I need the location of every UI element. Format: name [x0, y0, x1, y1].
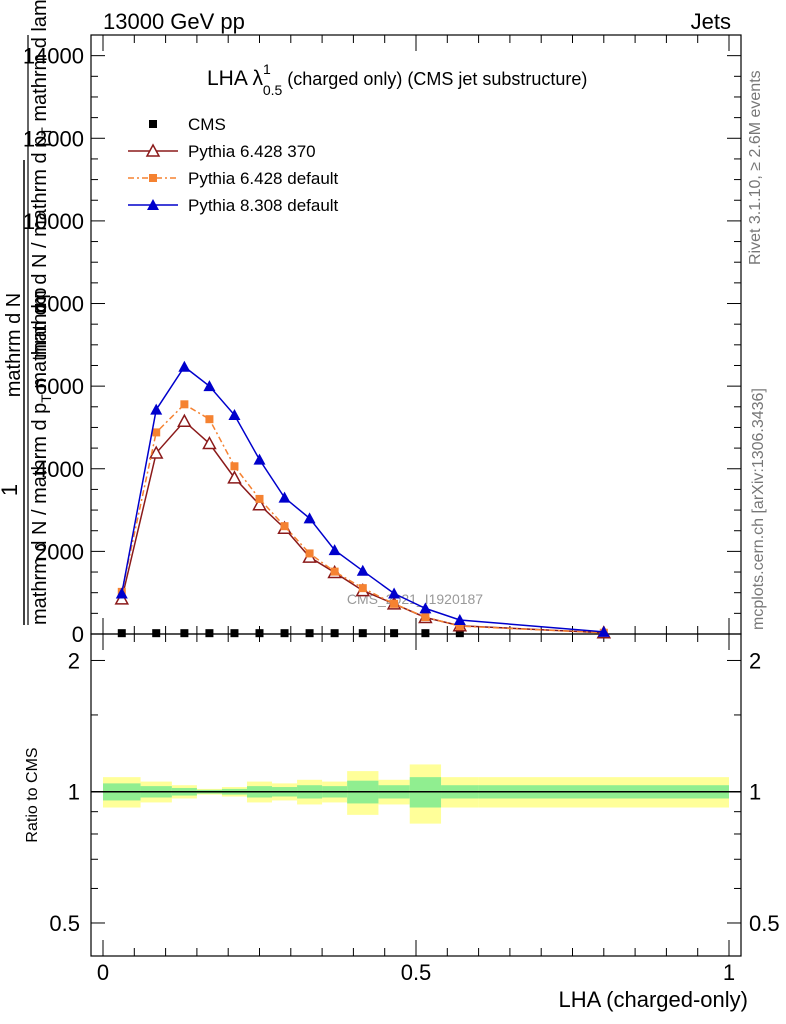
ratio-ytick-label-right: 0.5 — [749, 911, 780, 936]
legend-marker — [145, 143, 161, 157]
data-point — [328, 544, 341, 556]
data-point — [152, 629, 161, 638]
legend-entry: Pythia 6.428 default — [128, 169, 339, 188]
data-point — [358, 584, 367, 593]
data-point — [305, 629, 314, 638]
mcplots-credit-label: mcplots.cern.ch [arXiv:1306.3436] — [750, 388, 767, 630]
data-point — [358, 629, 367, 638]
ratio-ytick-label-right: 2 — [749, 648, 761, 673]
legend: CMS Pythia 6.428 370 Pythia 6.428 default P… — [128, 115, 339, 215]
main-ytick-label: 4000 — [35, 457, 84, 482]
data-point — [390, 599, 399, 608]
legend-marker — [149, 120, 157, 128]
data-point — [115, 587, 128, 599]
data-point — [455, 629, 464, 638]
data-point — [255, 494, 264, 503]
xtick-label: 0.5 — [401, 960, 432, 985]
main-ytick-label: 2000 — [35, 539, 84, 564]
data-point — [388, 587, 401, 599]
legend-label: Pythia 8.308 default — [188, 196, 339, 215]
data-point — [203, 380, 216, 392]
rivet-version-label: Rivet 3.1.10, ≥ 2.6M events — [747, 70, 764, 265]
legend-marker — [149, 174, 157, 182]
data-point — [148, 445, 164, 459]
header-process-label: Jets — [691, 9, 731, 34]
data-point — [228, 409, 241, 421]
data-point — [330, 567, 339, 576]
main-ytick-label: 6000 — [35, 374, 84, 399]
ratio-bands — [103, 764, 729, 824]
data-point — [180, 400, 189, 409]
main-axis-ticks: 0 2000 4000 6000 8000 10000 12000 14000 0 0.5 1 — [23, 35, 741, 985]
ylabel-numerator: mathrm d N / mathrm d pT mathrm d lambda — [29, 0, 54, 358]
series-0 — [117, 629, 464, 638]
data-point — [303, 512, 316, 524]
data-point — [305, 549, 314, 558]
legend-entry: Pythia 8.308 default — [128, 196, 339, 215]
data-point — [280, 629, 289, 638]
data-point — [252, 497, 267, 511]
ylabel-denominator: mathrm d N / mathrm d pT mathrm d p — [29, 287, 54, 625]
data-point — [152, 428, 161, 437]
data-point — [421, 629, 430, 638]
main-ytick-label: 0 — [72, 622, 84, 647]
data-point — [255, 629, 264, 638]
data-point — [180, 629, 189, 638]
main-ylabel: 1 mathrm d N mathrm d N / mathrm d pT ma… — [0, 0, 54, 625]
series-3 — [115, 360, 610, 637]
series-line — [121, 403, 604, 634]
data-point — [280, 522, 289, 531]
data-point — [205, 415, 214, 424]
legend-label: Pythia 6.428 370 — [188, 142, 316, 161]
legend-label: CMS — [188, 115, 226, 134]
data-point — [390, 629, 399, 638]
data-point — [230, 462, 239, 471]
ratio-ytick-label: 2 — [68, 648, 80, 673]
data-point — [330, 629, 339, 638]
legend-marker — [147, 199, 159, 210]
xtick-label: 0 — [97, 960, 109, 985]
ratio-ytick-label: 0.5 — [49, 911, 80, 936]
main-ytick-label: 8000 — [35, 292, 84, 317]
data-point — [178, 360, 191, 372]
data-point — [453, 613, 466, 625]
data-point — [455, 622, 464, 631]
data-point — [117, 629, 126, 638]
ylabel-outer-numerator: mathrm d N — [3, 293, 25, 397]
xtick-label: 1 — [723, 960, 735, 985]
data-point — [356, 564, 369, 576]
legend-entry: CMS — [149, 115, 226, 134]
plot-title: LHA λ1 0.5 (charged only) (CMS jet substr… — [207, 61, 587, 98]
data-point — [205, 629, 214, 638]
data-point — [421, 613, 430, 622]
ratio-ytick-label: 1 — [68, 780, 80, 805]
main-ytick-label: 14000 — [23, 44, 84, 69]
data-point — [227, 470, 242, 484]
ratio-axis-ticks: 0.5 0.5 1 1 2 2 — [49, 648, 779, 936]
legend-entry: Pythia 6.428 370 — [128, 142, 316, 161]
data-point — [597, 625, 610, 637]
analysis-watermark: CMS_2021_I1920187 — [347, 591, 483, 607]
ylabel-one: 1 — [0, 484, 22, 496]
main-ytick-label: 12000 — [23, 126, 84, 151]
data-point — [278, 491, 291, 503]
ratio-ylabel: Ratio to CMS — [24, 747, 41, 842]
data-point — [419, 602, 432, 614]
legend-label: Pythia 6.428 default — [188, 169, 339, 188]
header-energy-label: 13000 GeV pp — [103, 9, 245, 34]
data-point — [150, 403, 163, 415]
data-point — [230, 629, 239, 638]
ratio-ytick-label-right: 1 — [749, 780, 761, 805]
main-ytick-label: 10000 — [23, 209, 84, 234]
series-layer — [114, 360, 612, 639]
data-point — [253, 453, 266, 465]
data-point — [177, 413, 192, 428]
x-axis-label: LHA (charged-only) — [558, 987, 748, 1012]
data-point — [202, 435, 217, 450]
